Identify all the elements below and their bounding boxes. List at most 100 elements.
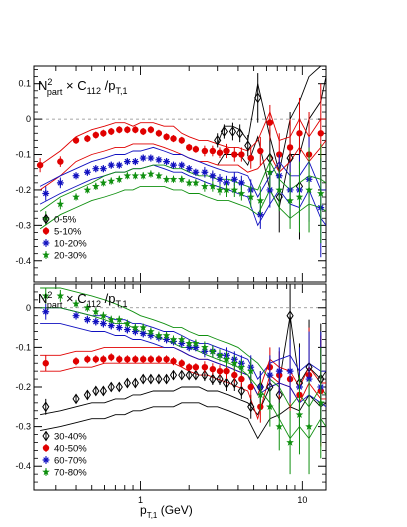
data-point <box>107 315 116 323</box>
data-point <box>92 385 100 397</box>
data-point <box>147 327 155 335</box>
data-point <box>56 179 64 187</box>
band-upper-line <box>40 287 326 408</box>
data-point <box>42 401 50 413</box>
data-point <box>295 410 304 418</box>
data-point <box>216 185 224 194</box>
data-point <box>147 154 155 162</box>
data-point <box>147 356 155 363</box>
legend-entry: 5-10% <box>54 227 82 238</box>
x-tick-label: 1 <box>138 495 143 505</box>
data-point <box>209 373 217 385</box>
data-point <box>139 171 148 180</box>
data-point <box>317 130 324 137</box>
data-point <box>163 336 170 343</box>
data-point <box>238 151 245 158</box>
data-point <box>246 193 255 201</box>
data-point <box>275 185 284 194</box>
legend-marker <box>42 456 50 464</box>
data-point <box>257 147 264 155</box>
band-lower-line <box>39 185 326 230</box>
data-point <box>132 356 139 363</box>
data-point <box>216 373 224 385</box>
data-point <box>214 134 222 146</box>
data-point <box>178 161 186 169</box>
data-point <box>254 92 262 104</box>
data-point <box>99 320 107 328</box>
y-tick-label: 0 <box>26 303 31 313</box>
data-point <box>84 356 91 363</box>
data-point <box>72 137 80 144</box>
data-point <box>209 172 217 180</box>
data-point <box>41 291 50 300</box>
data-point <box>209 347 217 355</box>
data-point <box>131 323 140 331</box>
data-point <box>316 189 325 197</box>
data-point <box>72 299 80 308</box>
data-point <box>216 175 224 183</box>
data-point <box>231 151 238 158</box>
data-point <box>275 389 283 401</box>
data-point <box>201 147 209 155</box>
data-point <box>192 343 200 351</box>
data-point <box>266 402 274 411</box>
y-tick-label: -0.3 <box>15 422 31 432</box>
data-point <box>163 356 170 363</box>
data-point <box>237 179 245 187</box>
plot-frame <box>33 65 327 283</box>
data-point <box>178 360 185 367</box>
data-point <box>123 377 131 389</box>
data-point <box>185 178 193 187</box>
data-point <box>123 326 131 333</box>
legend-entry: 20-30% <box>54 251 87 262</box>
data-point <box>57 158 64 165</box>
data-point <box>286 196 294 204</box>
data-point <box>177 335 186 343</box>
data-point <box>170 135 177 142</box>
panel-label: N2 part × C112 /pT,1 <box>38 77 127 97</box>
data-point <box>256 390 265 399</box>
data-point <box>42 190 50 197</box>
data-point <box>147 373 155 385</box>
data-point <box>84 135 91 142</box>
data-point <box>115 324 123 331</box>
data-point <box>169 175 178 183</box>
y-tick-label: 0.1 <box>18 79 31 89</box>
data-point <box>244 140 252 152</box>
data-point <box>83 389 91 401</box>
legend-entry: 70-80% <box>54 468 87 479</box>
band-lower-line <box>40 323 326 408</box>
data-point <box>124 356 131 363</box>
data-point <box>201 182 209 190</box>
data-point <box>185 339 193 347</box>
data-point <box>275 367 283 375</box>
data-point <box>222 355 231 363</box>
data-point <box>185 363 193 371</box>
legend-marker <box>42 251 50 259</box>
x-tick-label: 10 <box>297 495 307 505</box>
legend-entry: 60-70% <box>54 456 87 467</box>
data-point <box>266 168 274 176</box>
data-point <box>116 126 123 133</box>
data-point <box>305 422 313 430</box>
data-point <box>72 358 80 365</box>
data-point <box>163 158 170 166</box>
band-upper-line <box>40 307 326 380</box>
data-point <box>286 144 294 151</box>
y-tick-label: -0.1 <box>15 150 31 160</box>
legend-marker <box>42 213 50 225</box>
data-point <box>185 343 193 351</box>
data-point <box>192 168 200 176</box>
data-point <box>170 161 177 169</box>
data-point <box>209 182 217 190</box>
legend-entry: 0-5% <box>54 215 77 226</box>
data-point <box>192 146 200 153</box>
data-point <box>275 422 284 430</box>
data-point <box>237 385 245 397</box>
data-point <box>42 360 49 367</box>
data-point <box>216 367 224 375</box>
data-point <box>56 291 65 300</box>
data-point <box>220 126 228 137</box>
data-point <box>72 312 80 320</box>
band-upper-line <box>39 146 326 198</box>
